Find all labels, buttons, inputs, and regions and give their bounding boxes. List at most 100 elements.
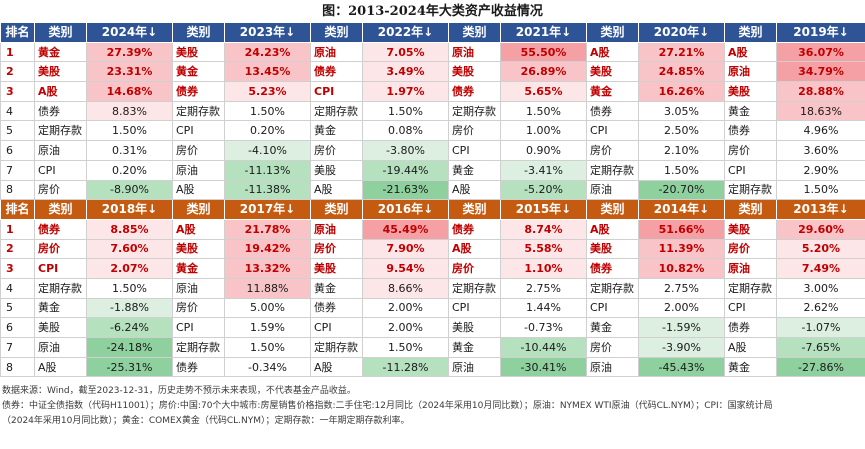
return-value-cell: 1.97% — [362, 81, 449, 102]
category-cell: CPI — [724, 297, 777, 319]
return-value-cell: 11.39% — [638, 238, 725, 260]
return-value-cell: -7.65% — [776, 337, 865, 358]
category-cell: 房价 — [586, 140, 639, 161]
category-cell: 原油 — [724, 258, 777, 279]
header-year: 2021年↓ — [500, 22, 587, 43]
category-cell: 债券 — [310, 61, 363, 83]
category-cell: 房价 — [34, 238, 87, 260]
header-category: 类别 — [586, 199, 639, 220]
return-value-cell: 19.42% — [224, 238, 311, 260]
return-value-cell: 2.90% — [776, 159, 865, 181]
rank-cell: 5 — [0, 120, 35, 142]
table-row: 5 定期存款 1.50% CPI 0.20% 黄金 0.08% 房价 1.00% CPI 2.50%… — [0, 120, 865, 142]
return-value-cell: -24.18% — [86, 337, 173, 358]
table-row: 1 黄金 27.39% 美股 24.23% 原油 7.05% 原油 55.50% A股 27.21%… — [0, 41, 865, 63]
category-cell: 美股 — [448, 317, 501, 338]
table-row: 2 美股 23.31% 黄金 13.45% 债券 3.49% 美股 26.89% 美股 24.85%… — [0, 61, 865, 83]
header-category: 类别 — [172, 22, 225, 43]
return-value-cell: 3.60% — [776, 140, 865, 161]
category-cell: CPI — [448, 140, 501, 161]
category-cell: 房价 — [310, 140, 363, 161]
return-value-cell: 5.20% — [776, 238, 865, 260]
header-year: 2018年↓ — [86, 199, 173, 220]
category-cell: 定期存款 — [34, 277, 87, 299]
header-year: 2019年↓ — [776, 22, 865, 43]
rank-cell: 7 — [0, 159, 35, 181]
category-cell: 原油 — [34, 140, 87, 161]
header-category: 类别 — [34, 22, 87, 43]
return-value-cell: 55.50% — [500, 41, 587, 63]
rank-cell: 7 — [0, 337, 35, 358]
footnote-definitions-cont: （2024年采用10月同比数）；黄金：COMEX黄金（代码CL.NYM）；定期存… — [2, 416, 410, 426]
rank-cell: 6 — [0, 140, 35, 161]
return-value-cell: 18.63% — [776, 100, 865, 122]
return-value-cell: 1.50% — [86, 120, 173, 142]
return-value-cell: 8.74% — [500, 218, 587, 240]
return-value-cell: 3.49% — [362, 61, 449, 83]
header-year: 2015年↓ — [500, 199, 587, 220]
category-cell: 黄金 — [586, 81, 639, 102]
return-value-cell: 2.00% — [362, 317, 449, 338]
header-year: 2014年↓ — [638, 199, 725, 220]
category-cell: 房价 — [172, 297, 225, 319]
header-year: 2017年↓ — [224, 199, 311, 220]
category-cell: CPI — [172, 317, 225, 338]
return-value-cell: -6.24% — [86, 317, 173, 338]
rank-cell: 1 — [0, 218, 35, 240]
return-value-cell: 2.75% — [638, 277, 725, 299]
header-category: 类别 — [310, 22, 363, 43]
category-cell: 原油 — [34, 337, 87, 358]
return-value-cell: 1.50% — [224, 100, 311, 122]
category-cell: A股 — [172, 179, 225, 201]
category-cell: 美股 — [34, 317, 87, 338]
return-value-cell: 34.79% — [776, 61, 865, 83]
return-value-cell: 1.50% — [224, 337, 311, 358]
header-category: 类别 — [448, 22, 501, 43]
category-cell: 债券 — [172, 356, 225, 378]
return-value-cell: 14.68% — [86, 81, 173, 102]
category-cell: 房价 — [34, 179, 87, 201]
return-value-cell: 1.44% — [500, 297, 587, 319]
return-value-cell: -3.80% — [362, 140, 449, 161]
category-cell: A股 — [448, 238, 501, 260]
category-cell: 美股 — [172, 41, 225, 63]
return-value-cell: -10.44% — [500, 337, 587, 358]
return-value-cell: 0.20% — [224, 120, 311, 142]
footnotes: 数据来源：Wind，截至2023-12-31，历史走势不预示未来表现，不代表基金… — [2, 384, 862, 429]
category-cell: CPI — [448, 297, 501, 319]
return-value-cell: -19.44% — [362, 159, 449, 181]
rank-cell: 3 — [0, 81, 35, 102]
rank-cell: 1 — [0, 41, 35, 63]
header-year: 2022年↓ — [362, 22, 449, 43]
return-value-cell: -0.34% — [224, 356, 311, 378]
return-value-cell: 2.00% — [638, 297, 725, 319]
return-value-cell: -5.20% — [500, 179, 587, 201]
return-value-cell: 3.05% — [638, 100, 725, 122]
category-cell: A股 — [724, 41, 777, 63]
category-cell: 黄金 — [310, 277, 363, 299]
category-cell: A股 — [448, 179, 501, 201]
category-cell: 黄金 — [724, 356, 777, 378]
return-value-cell: 23.31% — [86, 61, 173, 83]
category-cell: 美股 — [448, 61, 501, 83]
header-year: 2016年↓ — [362, 199, 449, 220]
rank-cell: 4 — [0, 100, 35, 122]
category-cell: 定期存款 — [310, 100, 363, 122]
rank-cell: 4 — [0, 277, 35, 299]
return-value-cell: -25.31% — [86, 356, 173, 378]
return-value-cell: 5.58% — [500, 238, 587, 260]
return-value-cell: 27.39% — [86, 41, 173, 63]
header-year: 2013年↓ — [776, 199, 865, 220]
category-cell: 定期存款 — [34, 120, 87, 142]
category-cell: A股 — [586, 41, 639, 63]
category-cell: 原油 — [448, 41, 501, 63]
category-cell: A股 — [34, 81, 87, 102]
return-value-cell: -30.41% — [500, 356, 587, 378]
return-value-cell: 1.50% — [500, 100, 587, 122]
category-cell: 房价 — [310, 238, 363, 260]
return-value-cell: 29.60% — [776, 218, 865, 240]
return-value-cell: 7.60% — [86, 238, 173, 260]
return-value-cell: 2.50% — [638, 120, 725, 142]
category-cell: 美股 — [172, 238, 225, 260]
return-value-cell: 8.85% — [86, 218, 173, 240]
